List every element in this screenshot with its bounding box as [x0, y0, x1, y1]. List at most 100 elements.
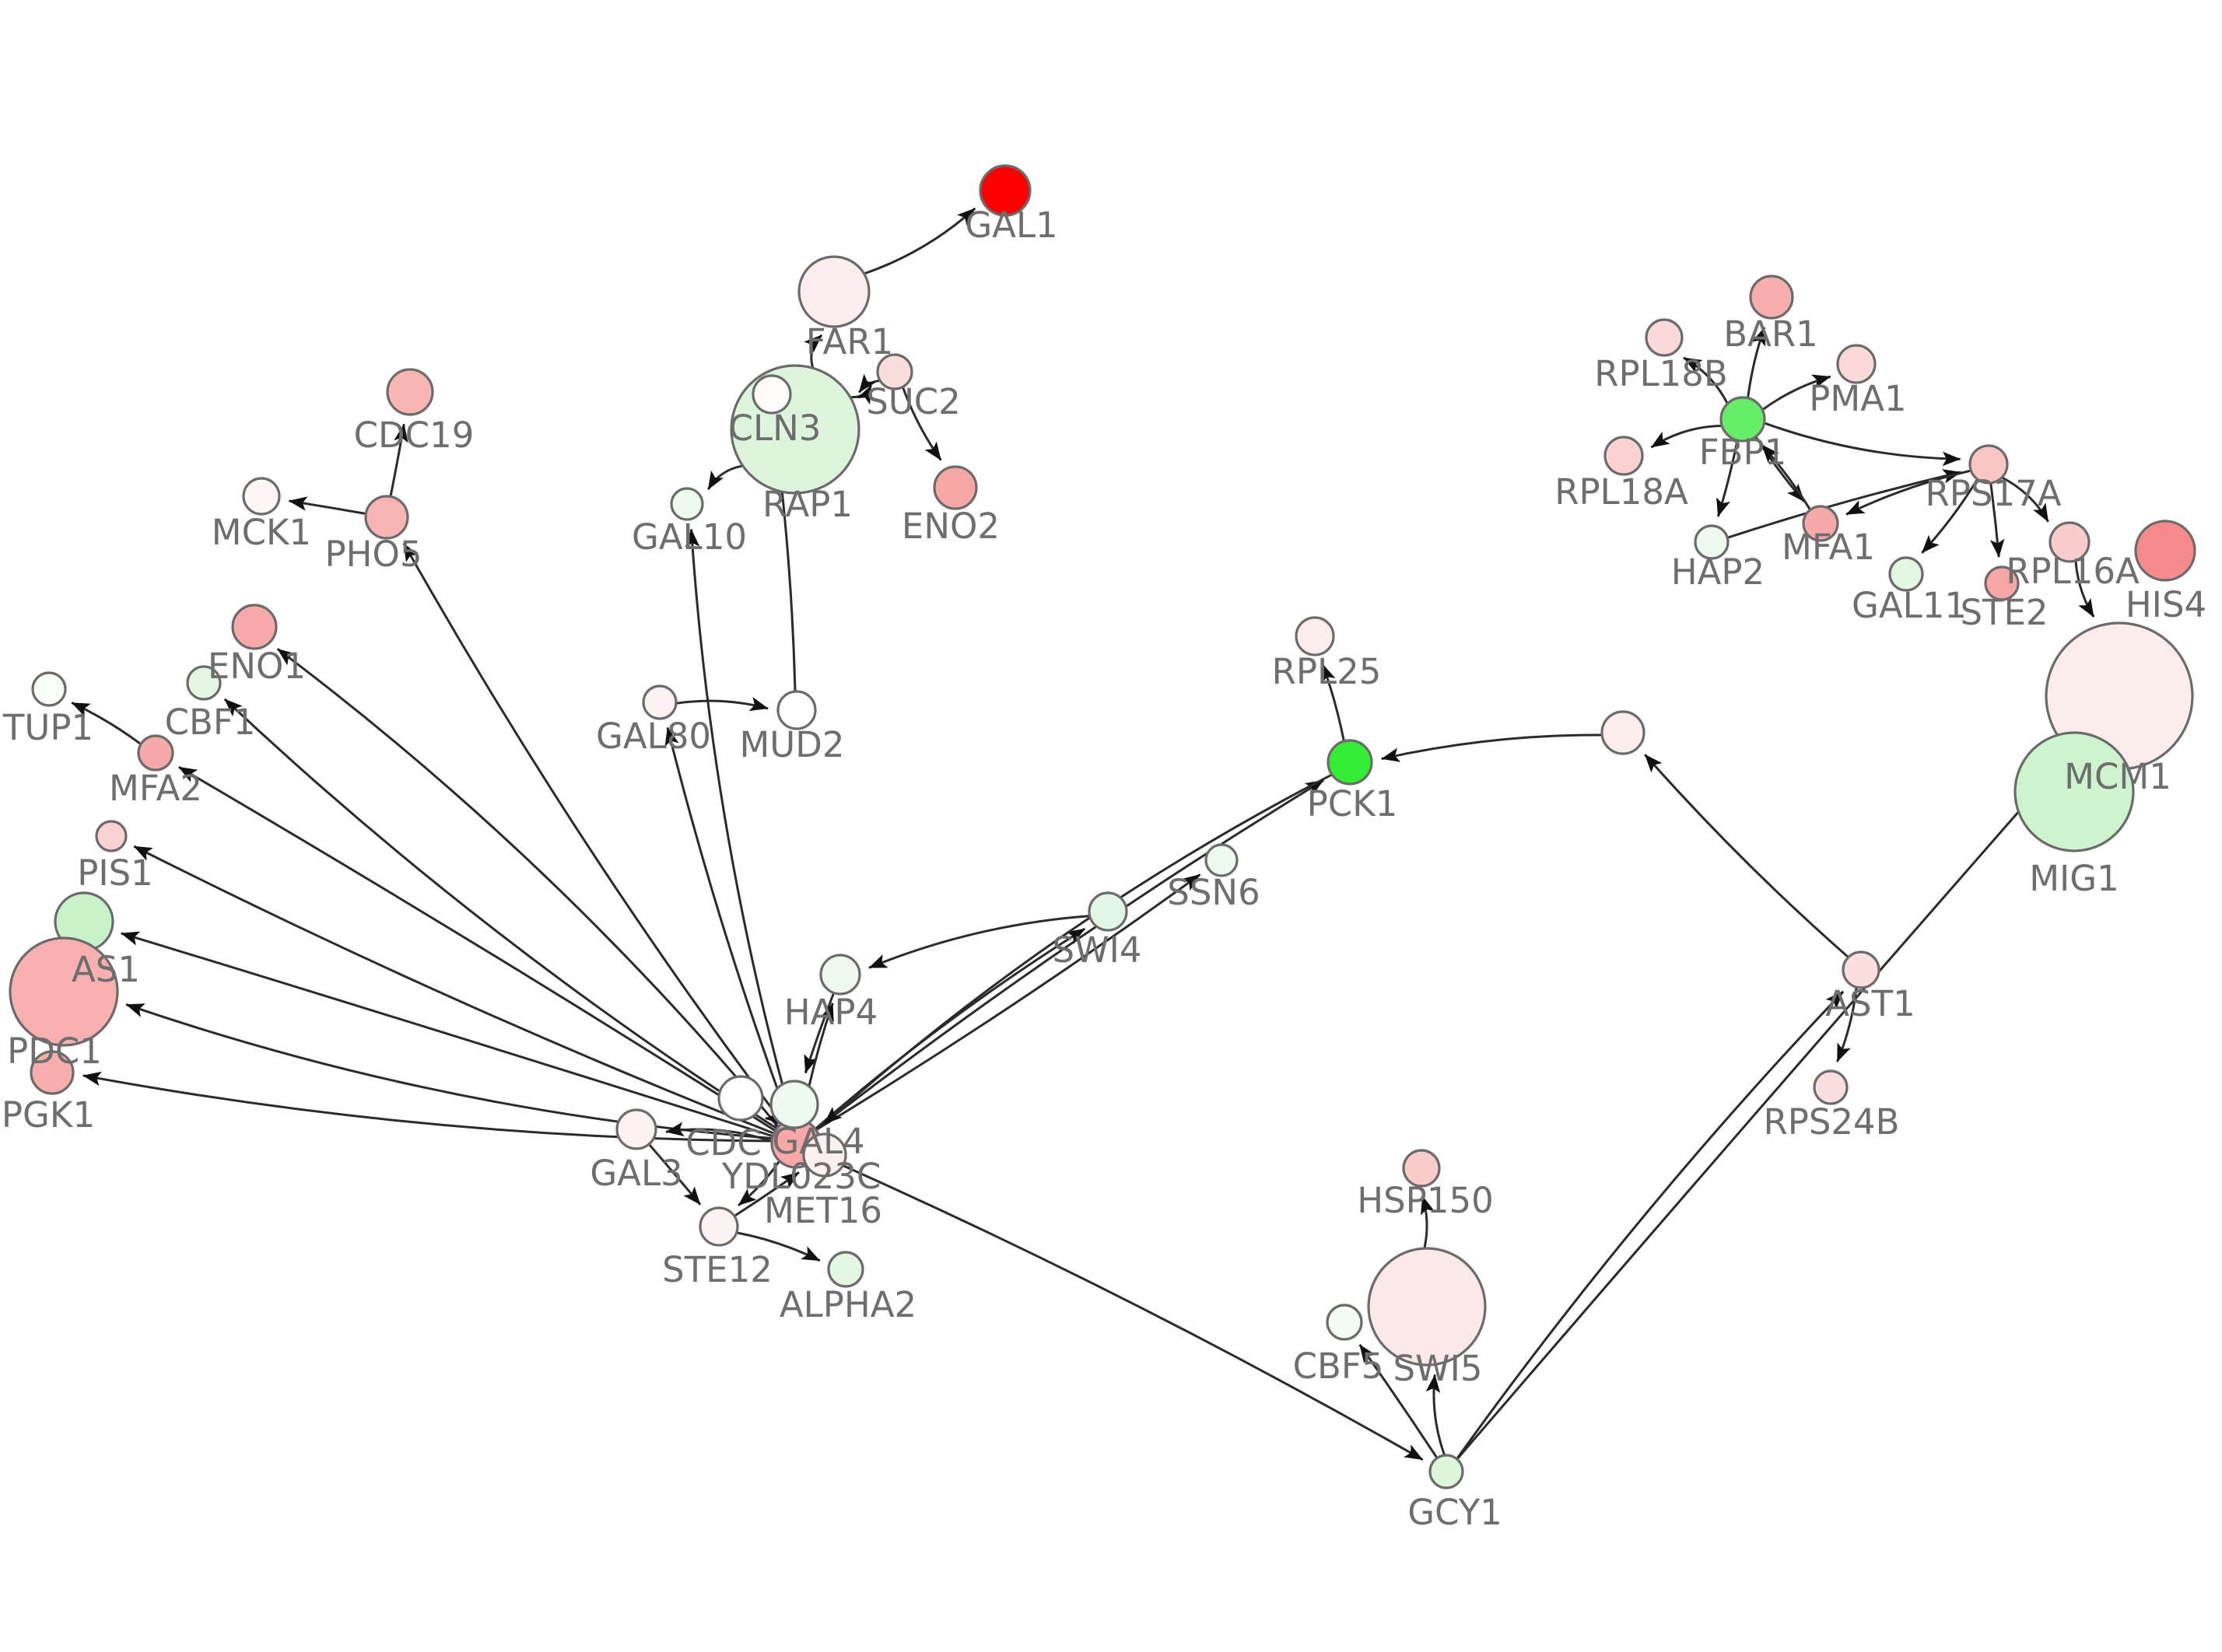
node-label-rps17a: RPS17A: [1925, 473, 2061, 514]
graph-node-gal3[interactable]: [615, 1108, 657, 1150]
node-layer[interactable]: [9, 164, 2196, 1489]
graph-node-cbf1[interactable]: [186, 665, 222, 701]
graph-node-gcy1[interactable]: [1428, 1454, 1464, 1489]
node-label-pdc1: PDC1: [7, 1031, 102, 1072]
graph-edge: [815, 927, 1086, 1130]
graph-node-pck1[interactable]: [1327, 739, 1373, 786]
node-label-as1: AS1: [72, 949, 140, 990]
node-label-gal11: GAL11: [1852, 585, 1967, 626]
graph-edge: [868, 915, 1089, 969]
node-label-ste12: STE12: [662, 1249, 773, 1290]
node-label-cln3: CLN3: [729, 408, 822, 449]
node-label-mck1: MCK1: [212, 512, 311, 553]
graph-node-hap2[interactable]: [1694, 524, 1730, 560]
graph-node-rpl18a[interactable]: [1603, 436, 1644, 476]
node-label-pma1: PMA1: [1809, 378, 1906, 419]
node-label-mig1: MIG1: [2029, 858, 2119, 899]
graph-node-pdc1[interactable]: [9, 936, 119, 1047]
graph-node-gal10[interactable]: [670, 487, 704, 521]
node-label-gcy1: GCY1: [1407, 1492, 1502, 1533]
graph-node-hapx[interactable]: [769, 1080, 819, 1129]
graph-edge: [71, 702, 142, 745]
graph-node-eno1[interactable]: [231, 604, 278, 650]
node-label-eno2: ENO2: [902, 506, 1000, 547]
graph-node-rpl25b[interactable]: [1600, 710, 1645, 755]
node-label-suc2: SUC2: [866, 381, 961, 422]
graph-edge: [737, 1231, 821, 1262]
graph-node-ast1[interactable]: [1842, 950, 1880, 989]
graph-edge: [1836, 988, 1858, 1062]
graph-node-gal1[interactable]: [979, 164, 1032, 217]
graph-node-hsp150[interactable]: [1402, 1149, 1441, 1188]
graph-node-bar1[interactable]: [1749, 275, 1794, 320]
graph-edge: [804, 334, 823, 368]
graph-node-cbf5[interactable]: [1326, 1304, 1363, 1341]
graph-node-rpl18b[interactable]: [1645, 318, 1684, 357]
node-label-pgk1: PGK1: [2, 1094, 95, 1136]
node-label-rpl25: RPL25: [1272, 651, 1382, 692]
graph-node-ste2[interactable]: [1984, 565, 2020, 601]
graph-node-far1[interactable]: [797, 255, 871, 328]
graph-edge: [1425, 1374, 1446, 1455]
node-label-rpl18a: RPL18A: [1554, 471, 1688, 513]
graph-node-rps24b[interactable]: [1813, 1069, 1849, 1105]
graph-edge: [389, 423, 408, 496]
graph-node-fbp1[interactable]: [1719, 396, 1766, 443]
graph-node-ydl023c[interactable]: [802, 1132, 847, 1178]
graph-node-ssn6[interactable]: [1204, 843, 1239, 877]
node-label-fbp1: FBP1: [1699, 432, 1787, 473]
graph-edge: [288, 496, 366, 515]
graph-node-mfa2[interactable]: [137, 734, 174, 772]
graph-edge: [402, 542, 783, 1124]
node-label-gal3: GAL3: [590, 1153, 682, 1194]
graph-node-tup1[interactable]: [31, 671, 67, 707]
graph-node-his4[interactable]: [2134, 520, 2196, 582]
node-label-cbf5: CBF5: [1293, 1346, 1384, 1387]
graph-edge: [665, 1122, 772, 1143]
graph-edge: [1321, 663, 1345, 741]
graph-node-hap4[interactable]: [819, 954, 861, 996]
graph-node-swi5[interactable]: [1367, 1247, 1487, 1367]
node-label-bar1: BAR1: [1723, 313, 1818, 355]
node-label-eno1: ENO1: [208, 646, 306, 687]
graph-node-eno2[interactable]: [933, 465, 978, 510]
node-label-rps24b: RPS24B: [1763, 1101, 1899, 1143]
graph-node-suc2[interactable]: [876, 353, 913, 390]
graph-node-mig1[interactable]: [2013, 731, 2135, 852]
graph-edge: [858, 373, 880, 394]
graph-node-swi4[interactable]: [1088, 891, 1128, 932]
graph-edge: [1762, 374, 1831, 411]
node-label-pck1: PCK1: [1307, 783, 1398, 824]
graph-edge: [125, 1003, 772, 1139]
graph-node-rpl25[interactable]: [1295, 616, 1335, 656]
graph-edge: [817, 1153, 1424, 1461]
graph-edge: [1456, 990, 1845, 1459]
node-label-swi4: SWI4: [1053, 929, 1142, 971]
graph-edge: [823, 774, 1332, 1125]
node-label-ste2: STE2: [1960, 592, 2048, 633]
graph-node-mck1[interactable]: [242, 477, 281, 516]
graph-node-rps17a[interactable]: [1968, 444, 2009, 485]
graph-node-rpl16a[interactable]: [2049, 521, 2091, 563]
graph-node-cdc[interactable]: [717, 1075, 764, 1122]
node-label-mfa2: MFA2: [109, 768, 202, 809]
graph-node-rap1[interactable]: [752, 374, 792, 415]
graph-node-pgk1[interactable]: [30, 1050, 75, 1095]
graph-node-ste12[interactable]: [699, 1206, 739, 1247]
node-label-ast1: AST1: [1825, 983, 1915, 1024]
graph-node-gal80[interactable]: [642, 684, 678, 720]
graph-node-pis1[interactable]: [95, 820, 128, 852]
graph-node-alpha2[interactable]: [827, 1251, 864, 1288]
graph-node-mud2[interactable]: [776, 690, 817, 730]
graph-edge: [1845, 469, 1971, 516]
node-label-pho5: PHO5: [324, 534, 422, 575]
graph-node-gal11[interactable]: [1888, 556, 1924, 592]
graph-node-cdc19[interactable]: [386, 368, 434, 416]
graph-node-mfa1[interactable]: [1802, 505, 1839, 542]
graph-node-pma1[interactable]: [1836, 344, 1877, 384]
graph-node-pho5[interactable]: [364, 495, 409, 540]
node-label-mfa1: MFA1: [1782, 527, 1875, 568]
node-label-met16: MET16: [764, 1190, 882, 1231]
